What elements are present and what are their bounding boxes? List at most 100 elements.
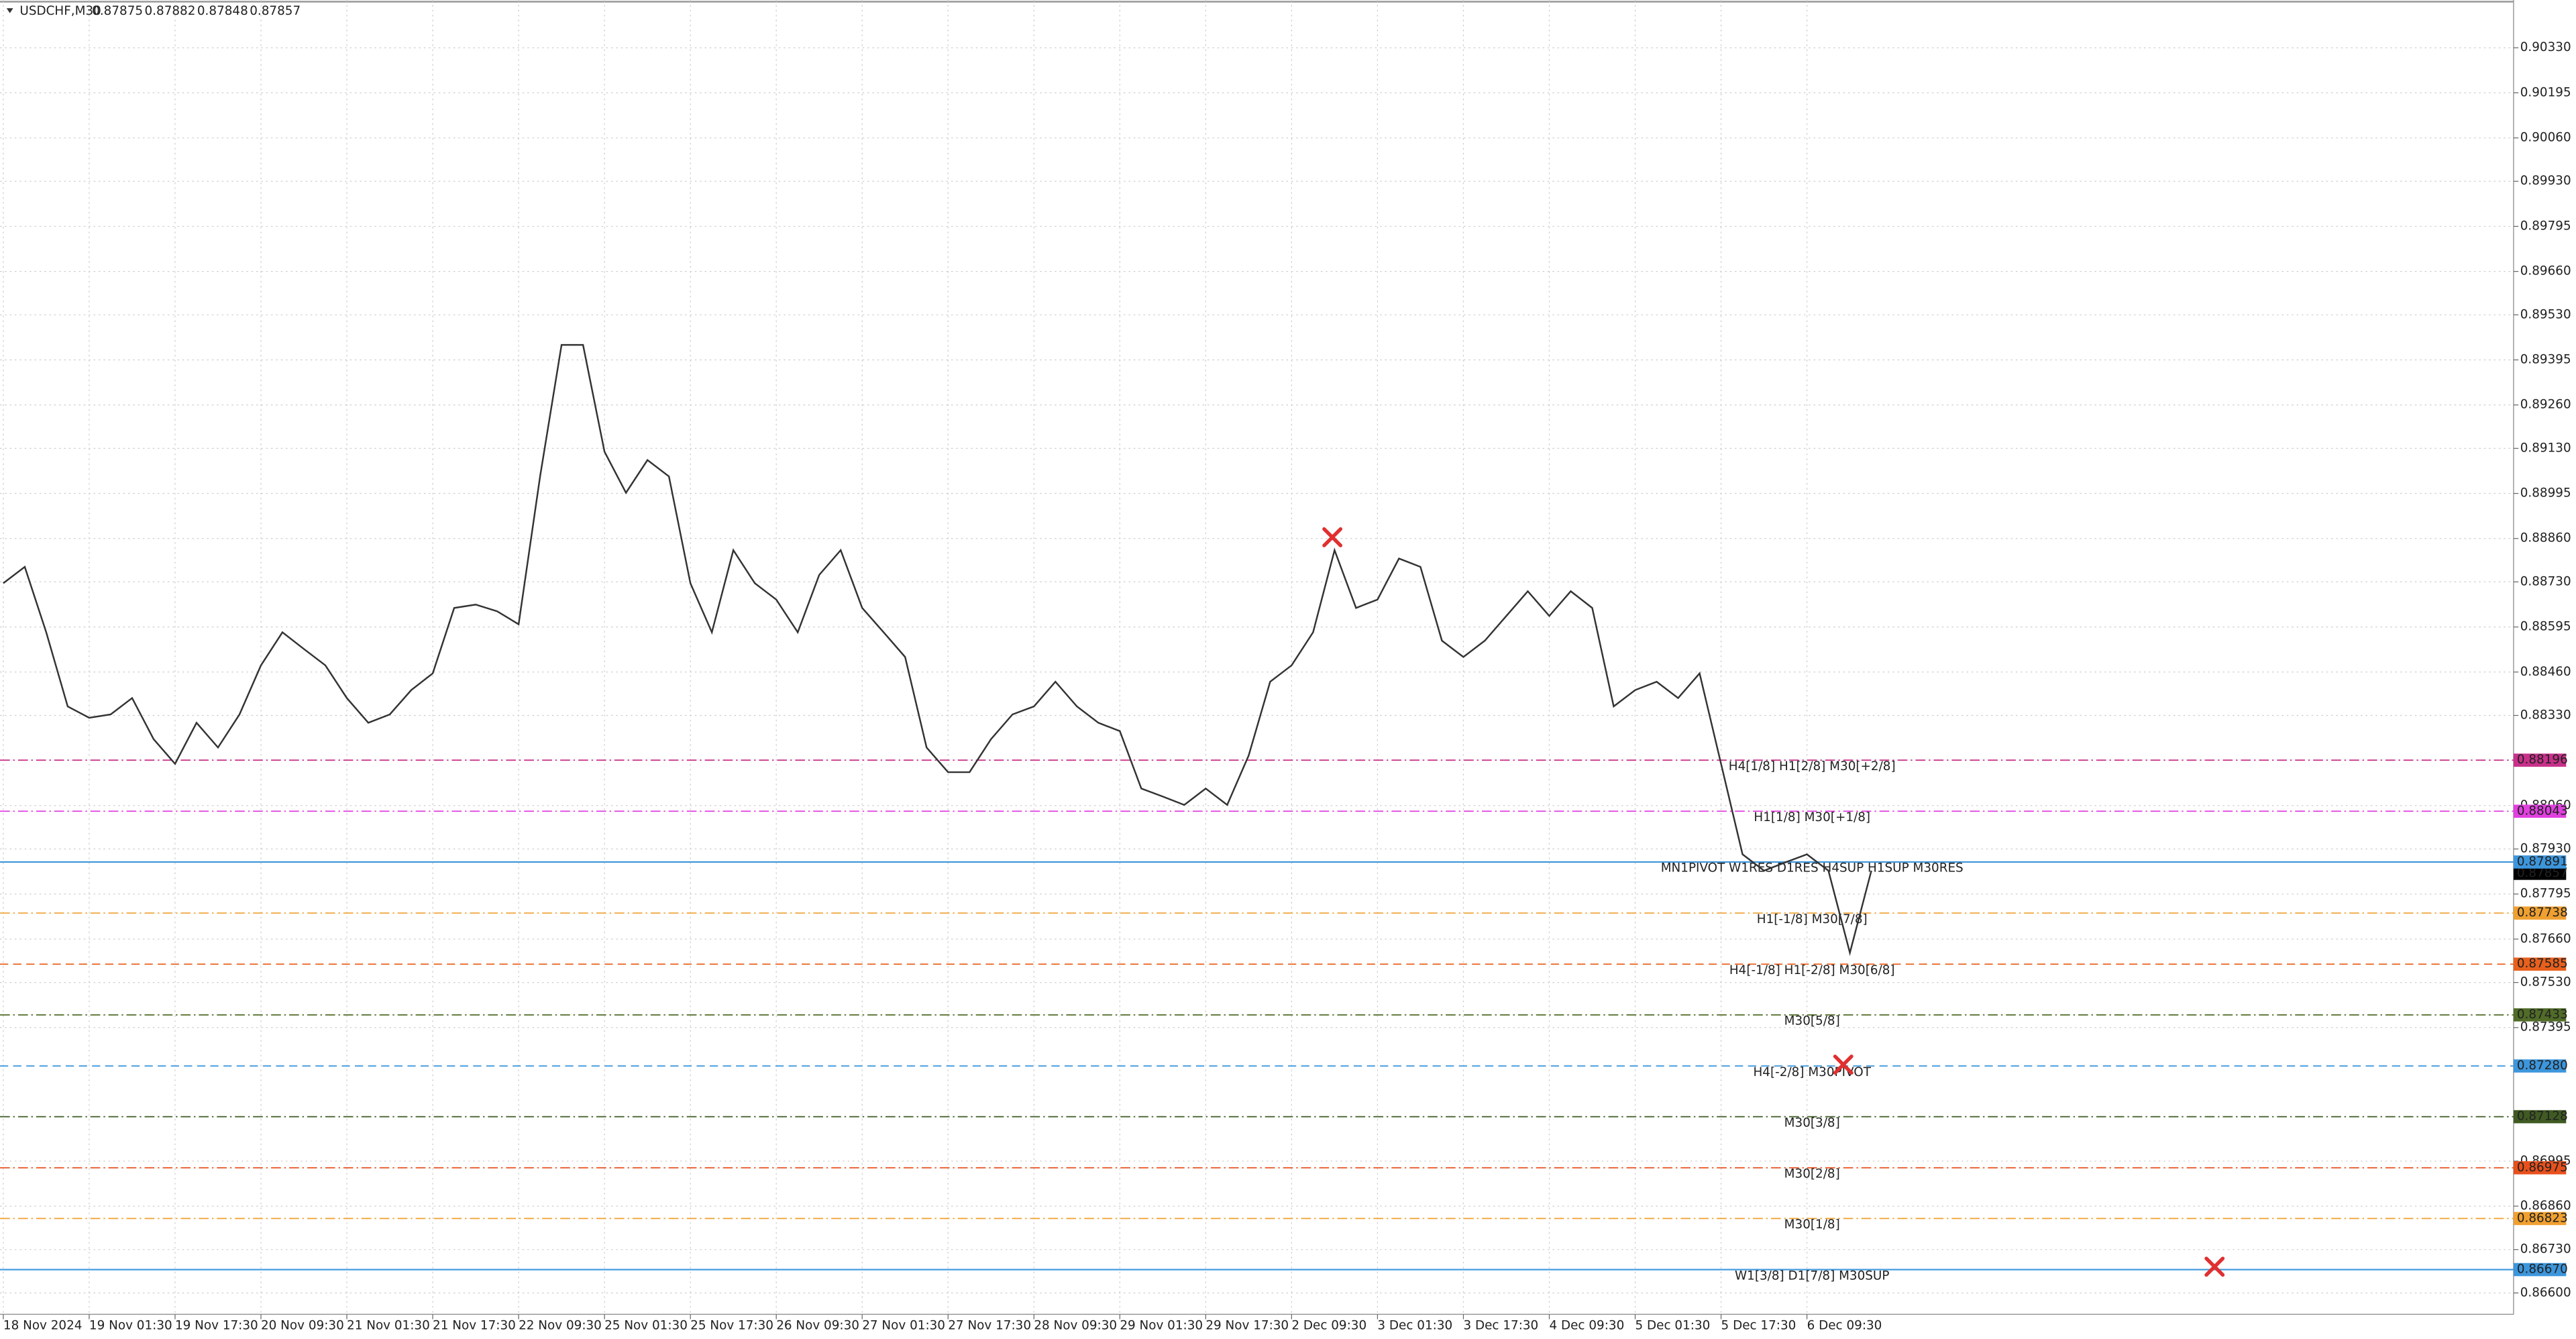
levels: H4[1/8] H1[2/8] M30[+2/8] H1[1/8] M30[+1/…: [0, 759, 2514, 1283]
y-tick-label: 0.89930: [2520, 174, 2571, 188]
level-price-label: 0.87433: [2517, 1008, 2568, 1022]
level-price-label: 0.87280: [2517, 1059, 2568, 1073]
level-price-label: 0.87128: [2517, 1110, 2568, 1124]
level-price-tag: [2513, 906, 2567, 920]
x-tick-label: 19 Nov 17:30: [175, 1318, 258, 1332]
grid: [0, 0, 2514, 1315]
level-price-tag: [2513, 1110, 2567, 1124]
x-tick-label: 28 Nov 09:30: [1034, 1318, 1117, 1332]
x-tick-label: 5 Dec 17:30: [1721, 1318, 1796, 1332]
level-label: M30[1/8]: [1784, 1218, 1840, 1232]
y-tick-label: 0.89660: [2520, 264, 2571, 278]
level-label: H4[-2/8] M30PIVOT: [1754, 1065, 1872, 1079]
current-price-tag: [2513, 867, 2567, 880]
level-label: MN1PIVOT W1RES D1RES H4SUP H1SUP M30RES: [1661, 861, 1964, 875]
y-tick-label: 0.88595: [2520, 620, 2571, 634]
ohlc: 0.87875 0.87882 0.87848 0.87857: [92, 4, 301, 18]
level-label: H4[-1/8] H1[-2/8] M30[6/8]: [1729, 963, 1895, 977]
y-tick-label: 0.87660: [2520, 932, 2571, 946]
x-tick-label: 21 Nov 17:30: [433, 1318, 516, 1332]
level-label: H4[1/8] H1[2/8] M30[+2/8]: [1729, 759, 1896, 773]
level-price-tag: [2513, 1212, 2567, 1226]
x-tick-label: 27 Nov 01:30: [862, 1318, 945, 1332]
markers: [1322, 527, 2225, 1277]
level-price-label: 0.86823: [2517, 1211, 2568, 1225]
cross-marker: [1322, 527, 1343, 547]
level-price-tag: [2513, 753, 2567, 767]
level-price-tag: [2513, 855, 2567, 869]
y-tick-label: 0.86730: [2520, 1242, 2571, 1256]
x-tick-label: 26 Nov 09:30: [776, 1318, 859, 1332]
level-price-tag: [2513, 1059, 2567, 1073]
x-tick-label: 27 Nov 17:30: [948, 1318, 1031, 1332]
level-price-label: 0.87585: [2517, 957, 2568, 971]
x-tick-label: 5 Dec 01:30: [1635, 1318, 1711, 1332]
y-tick-label: 0.88730: [2520, 574, 2571, 588]
y-tick-label: 0.89530: [2520, 307, 2571, 321]
price-series: [3, 343, 1872, 957]
level-price-label: 0.86975: [2517, 1161, 2568, 1175]
x-tick-label: 4 Dec 09:30: [1549, 1318, 1624, 1332]
axes: 0.90330 0.90195 0.90060 0.89930 0.89795 0.896…: [3, 40, 2571, 1332]
level-label: H1[-1/8] M30[7/8]: [1757, 912, 1868, 926]
y-tick-label: 0.86860: [2520, 1199, 2571, 1213]
x-tick-label: 21 Nov 01:30: [347, 1318, 430, 1332]
y-tick-label: 0.89260: [2520, 398, 2571, 412]
level-price-label: 0.87891: [2517, 855, 2568, 869]
x-tick-label: 3 Dec 01:30: [1377, 1318, 1452, 1332]
y-tick-label: 0.87395: [2520, 1020, 2571, 1034]
y-tick-label: 0.90330: [2520, 40, 2571, 54]
x-tick-label: 20 Nov 09:30: [261, 1318, 344, 1332]
x-tick-label: 25 Nov 17:30: [690, 1318, 773, 1332]
y-tick-label: 0.88860: [2520, 531, 2571, 545]
y-tick-label: 0.89795: [2520, 219, 2571, 233]
level-price-label: 0.87738: [2517, 906, 2568, 920]
x-tick-label: 3 Dec 17:30: [1463, 1318, 1538, 1332]
current-price-label: 0.87857: [2517, 866, 2568, 880]
level-label: M30[5/8]: [1784, 1014, 1840, 1028]
y-tick-label: 0.87530: [2520, 975, 2571, 989]
x-tick-label: 6 Dec 09:30: [1807, 1318, 1882, 1332]
x-tick-label: 29 Nov 17:30: [1205, 1318, 1289, 1332]
x-tick-label: 22 Nov 09:30: [519, 1318, 602, 1332]
ohlc-value: 0.87875: [92, 4, 143, 18]
ohlc-value: 0.87882: [145, 4, 196, 18]
y-tick-label: 0.90060: [2520, 131, 2571, 145]
y-tick-label: 0.90195: [2520, 85, 2571, 99]
level-price-label: 0.86670: [2517, 1263, 2568, 1277]
y-tick-label: 0.87795: [2520, 887, 2571, 901]
y-tick-label: 0.86600: [2520, 1285, 2571, 1299]
x-tick-label: 19 Nov 01:30: [89, 1318, 172, 1332]
ohlc-value: 0.87857: [250, 4, 301, 18]
y-tick-label: 0.89395: [2520, 352, 2571, 366]
x-tick-label: 25 Nov 01:30: [604, 1318, 688, 1332]
x-tick-label: 18 Nov 2024: [3, 1318, 83, 1332]
menu-arrow[interactable]: [6, 8, 13, 13]
symbol: USDCHF,M30: [19, 4, 101, 18]
ohlc-value: 0.87848: [197, 4, 248, 18]
level-price-tag: [2513, 804, 2567, 818]
level-label: M30[3/8]: [1784, 1116, 1840, 1130]
level-price-tag: [2513, 1161, 2567, 1175]
cross-marker: [2204, 1256, 2225, 1277]
cross-marker: [1833, 1055, 1854, 1075]
level-label: H1[1/8] M30[+1/8]: [1754, 810, 1870, 824]
level-label: W1[3/8] D1[7/8] M30SUP: [1735, 1269, 1889, 1283]
y-tick-label: 0.88460: [2520, 665, 2571, 679]
x-tick-label: 2 Dec 09:30: [1291, 1318, 1366, 1332]
price-line: [3, 343, 1872, 957]
level-price-label: 0.88043: [2517, 804, 2568, 818]
level-label: M30[2/8]: [1784, 1167, 1840, 1181]
level-price-tag: [2513, 1263, 2567, 1277]
y-tick-label: 0.88330: [2520, 708, 2571, 722]
level-price-tag: [2513, 957, 2567, 971]
level-price-label: 0.88196: [2517, 753, 2568, 767]
level-price-tag: [2513, 1008, 2567, 1022]
y-tick-label: 0.88995: [2520, 486, 2571, 500]
y-tick-label: 0.89130: [2520, 441, 2571, 455]
x-tick-label: 29 Nov 01:30: [1120, 1318, 1203, 1332]
y-tick-label: 0.87930: [2520, 842, 2571, 856]
